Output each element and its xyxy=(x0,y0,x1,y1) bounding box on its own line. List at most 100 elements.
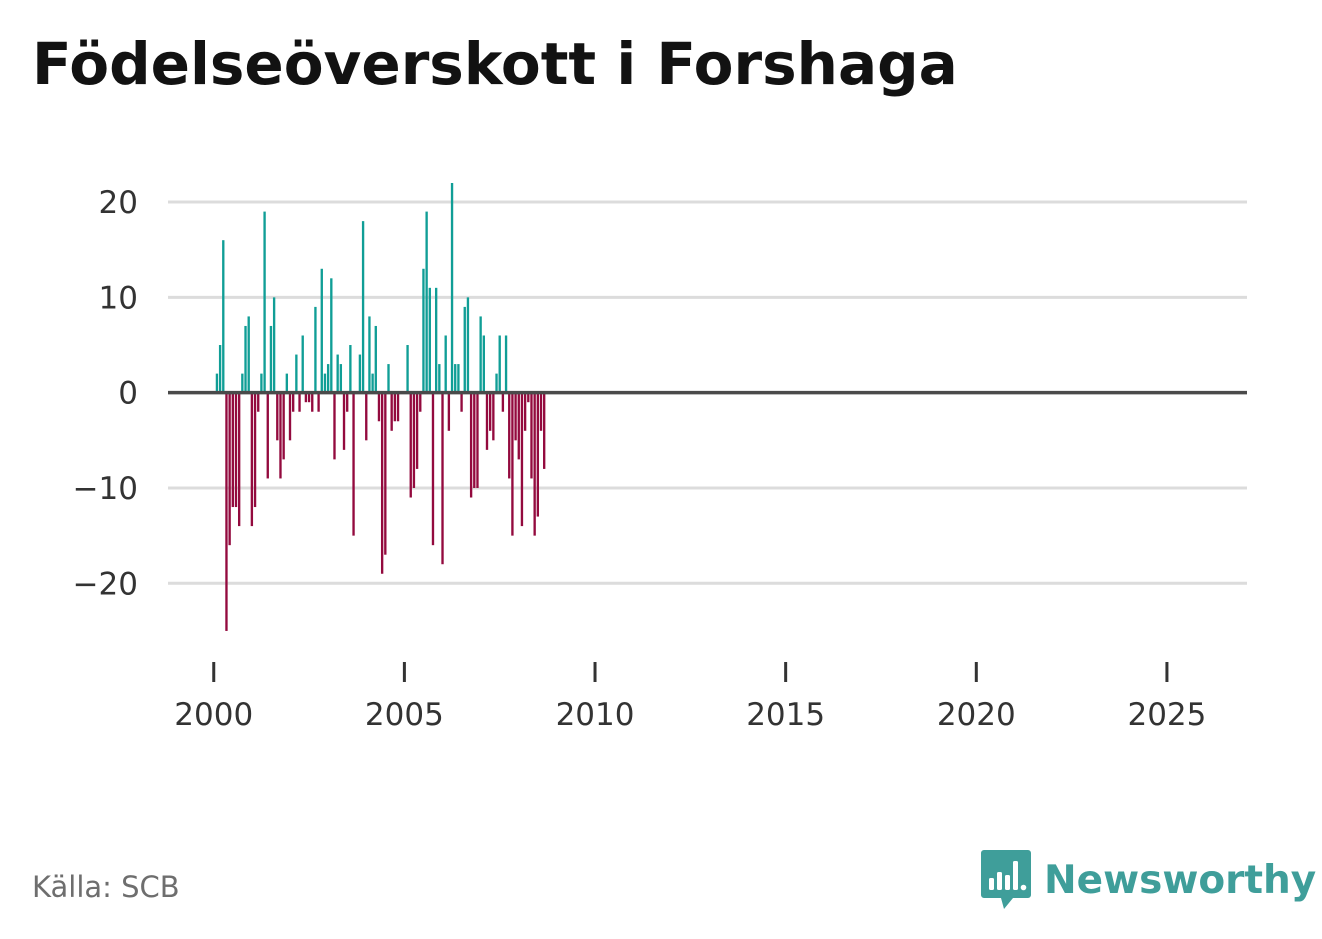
bar xyxy=(380,392,384,574)
bar xyxy=(428,287,431,393)
bar xyxy=(523,392,527,431)
bar xyxy=(320,268,323,393)
bar xyxy=(323,373,327,393)
bar xyxy=(304,392,308,403)
bar xyxy=(266,392,269,479)
bar xyxy=(454,364,457,393)
bar xyxy=(352,392,355,536)
bar xyxy=(444,335,447,393)
bar xyxy=(314,306,317,393)
y-tick-label: −20 xyxy=(73,566,138,602)
bar xyxy=(447,392,451,431)
source-label: Källa: SCB xyxy=(32,870,180,904)
bar xyxy=(339,364,343,393)
bar xyxy=(511,392,514,536)
bar xyxy=(530,392,533,479)
bar xyxy=(317,392,320,412)
bar xyxy=(482,335,485,393)
bar xyxy=(225,392,228,631)
bar xyxy=(307,392,311,403)
bar xyxy=(415,392,419,469)
bar xyxy=(419,392,422,412)
bar xyxy=(492,392,495,441)
y-tick-label: −10 xyxy=(73,471,138,507)
bar xyxy=(536,392,540,517)
x-tick-label: 2015 xyxy=(746,697,825,733)
bar xyxy=(539,392,543,431)
bar xyxy=(469,392,473,498)
bar xyxy=(241,373,244,393)
bar xyxy=(368,316,371,393)
bar xyxy=(272,297,276,393)
bar xyxy=(476,392,479,488)
bar xyxy=(377,392,381,422)
bar xyxy=(346,392,349,412)
bar xyxy=(508,392,511,479)
bar xyxy=(231,392,234,508)
bar xyxy=(250,392,254,527)
bar xyxy=(330,278,333,393)
bar xyxy=(295,354,298,393)
bar xyxy=(485,392,489,450)
bar xyxy=(358,354,362,393)
bar xyxy=(269,325,273,393)
bar xyxy=(422,268,425,393)
bar xyxy=(406,345,409,393)
y-tick-label: 0 xyxy=(118,376,138,412)
bar xyxy=(342,392,346,450)
newsworthy-logo-icon xyxy=(981,850,1031,909)
bar xyxy=(244,325,247,393)
bar xyxy=(450,183,454,393)
bar xyxy=(412,392,416,488)
bar xyxy=(228,392,231,546)
bar xyxy=(288,392,292,441)
chart-title: Födelseöverskott i Forshaga xyxy=(32,30,958,98)
bar xyxy=(253,392,257,508)
y-tick-label: 20 xyxy=(99,185,138,221)
bar xyxy=(279,392,282,479)
bar xyxy=(311,392,314,412)
bar xyxy=(441,392,444,565)
bar xyxy=(301,335,304,393)
x-tick-label: 2010 xyxy=(556,697,635,733)
bar xyxy=(460,392,463,412)
bar xyxy=(409,392,412,498)
x-tick-label: 2000 xyxy=(174,697,253,733)
bar xyxy=(361,221,365,393)
bar xyxy=(374,325,377,393)
bar xyxy=(234,392,238,508)
bar xyxy=(473,392,476,488)
bar xyxy=(466,297,470,393)
bar xyxy=(543,392,546,469)
bar xyxy=(237,392,241,527)
bar xyxy=(247,316,250,393)
bar xyxy=(257,392,260,412)
bar xyxy=(384,392,387,555)
bar xyxy=(326,364,330,393)
bar xyxy=(298,392,301,412)
bar xyxy=(371,373,374,393)
bar xyxy=(282,392,285,460)
bar xyxy=(431,392,435,546)
bar xyxy=(425,211,428,393)
bar xyxy=(517,392,520,460)
bar xyxy=(504,335,508,393)
bar xyxy=(488,392,492,431)
x-tick-label: 2020 xyxy=(937,697,1016,733)
bar xyxy=(438,364,441,393)
y-tick-label: 10 xyxy=(99,280,138,316)
bar xyxy=(218,345,222,393)
x-tick-label: 2025 xyxy=(1127,697,1206,733)
bar xyxy=(333,392,336,460)
bar xyxy=(495,373,498,393)
bar xyxy=(390,392,393,431)
bar xyxy=(365,392,368,441)
bar xyxy=(533,392,536,536)
bar xyxy=(434,287,438,393)
bar xyxy=(349,345,352,393)
bar xyxy=(393,392,397,422)
bar xyxy=(263,211,266,393)
newsworthy-brand[interactable]: Newsworthy xyxy=(980,848,1316,912)
grid-layer xyxy=(168,200,1247,585)
